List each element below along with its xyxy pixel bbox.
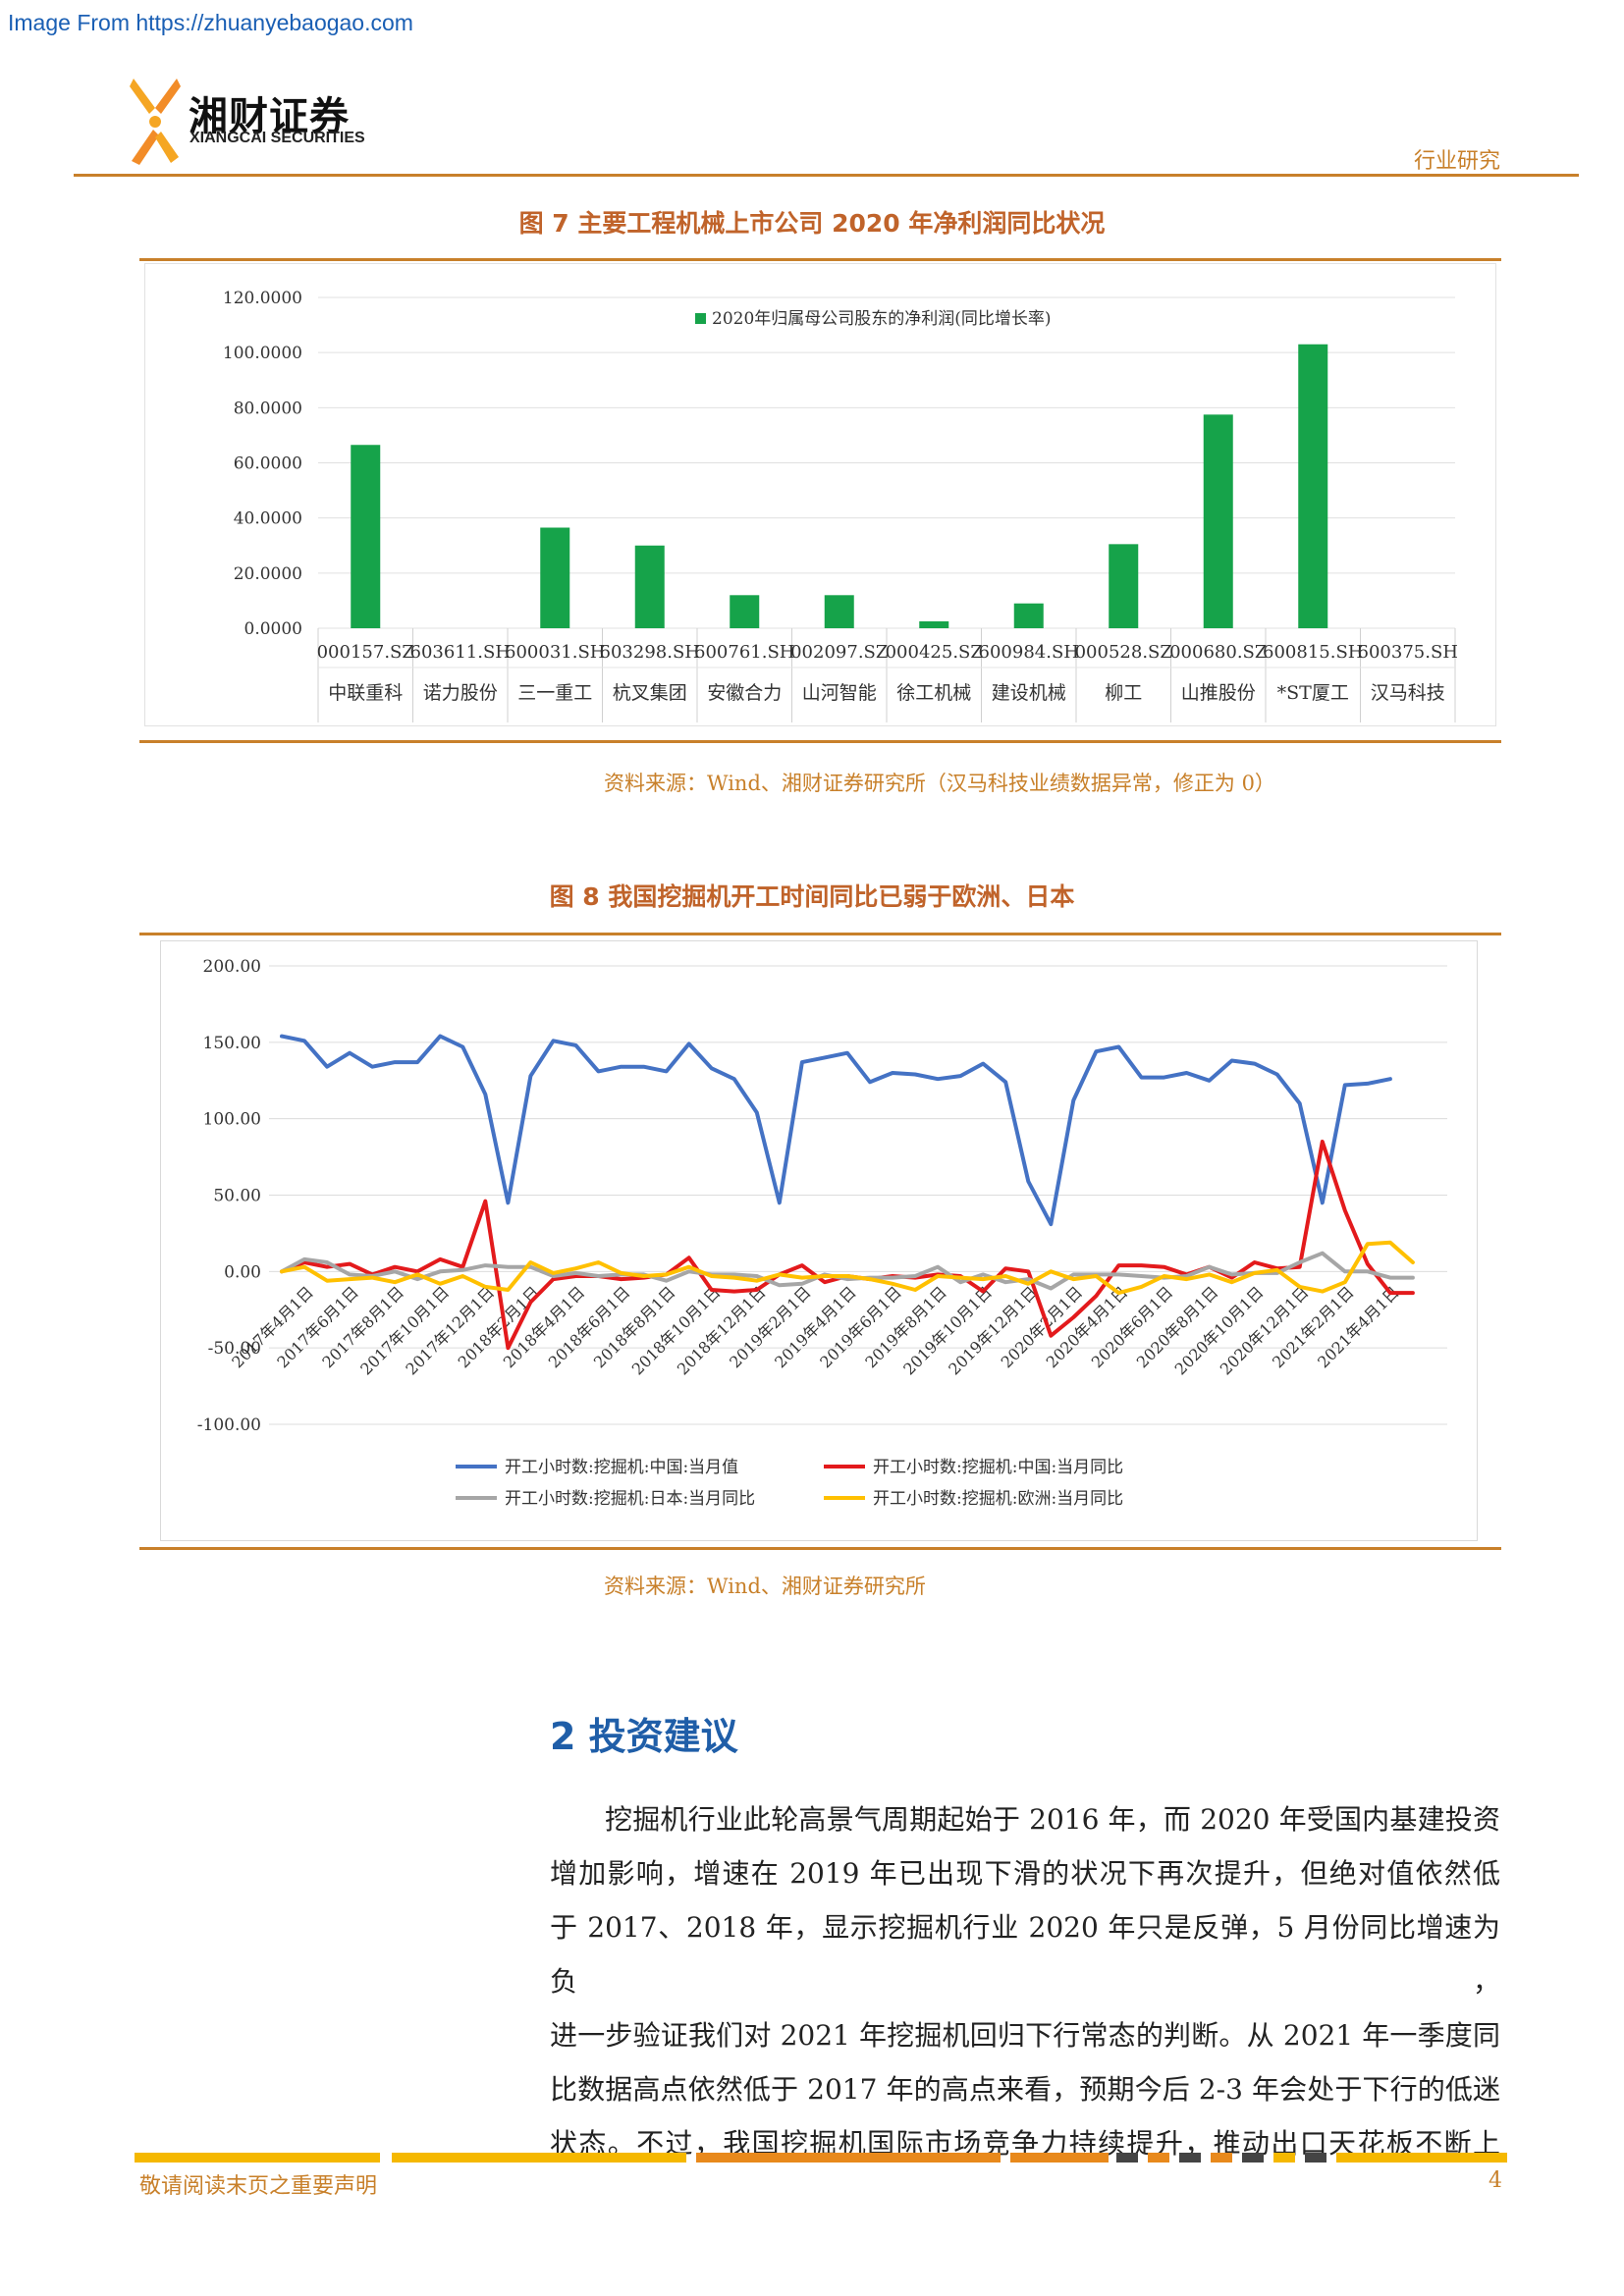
x-code-label: 000157.SZ — [317, 642, 414, 663]
bar — [1013, 603, 1044, 628]
x-category-label: 山河智能 — [802, 682, 877, 704]
x-category-label: 诺力股份 — [423, 682, 498, 704]
bar — [634, 545, 665, 628]
y-tick-label: 60.0000 — [234, 454, 302, 474]
x-code-label: 600031.SH — [505, 642, 605, 663]
series-line — [280, 1240, 1415, 1296]
y-tick-label: 40.0000 — [234, 509, 302, 529]
bar — [824, 595, 854, 628]
x-category-label: 杭叉集团 — [613, 682, 687, 704]
figure7-bar-chart: 0.0000 20.0000 40.0000 60.0000 80.0000 100.00… — [144, 263, 1496, 726]
x-code-label: 603611.SH — [410, 642, 511, 663]
xiangcai-logo-icon — [130, 79, 181, 165]
figure7-bottom-rule — [139, 740, 1501, 743]
x-tick-label: 2021年4月1日 — [1314, 1283, 1403, 1372]
y-tick-label: 120.0000 — [223, 289, 302, 308]
series-line — [280, 1034, 1392, 1227]
bar — [919, 620, 949, 628]
body-line: 比数据高点依然低于 2017 年的高点来看，预期今后 2-3 年会处于下行的低迷 — [550, 2073, 1500, 2106]
body-line: 进一步验证我们对 2021 年挖掘机回归下行常态的判断。从 2021 年一季度同 — [550, 2019, 1500, 2052]
x-category-label: 中联重科 — [328, 682, 403, 704]
figure7-source: 资料来源：Wind、湘财证券研究所（汉马科技业绩数据异常，修正为 0） — [604, 772, 1275, 795]
x-category-label: 徐工机械 — [896, 682, 971, 704]
y-tick-label: 150.00 — [203, 1034, 261, 1053]
chart-frame — [144, 263, 1496, 726]
source-url[interactable]: Image From https://zhuanyebaogao.com — [8, 10, 413, 35]
body-line: 于 2017、2018 年，显示挖掘机行业 2020 年只是反弹，5 月份同比增… — [550, 1911, 1500, 1998]
figure7-title: 图 7 主要工程机械上市公司 2020 年净利润同比状况 — [518, 209, 1106, 238]
x-code-label: 600984.SH — [979, 642, 1079, 663]
x-category-label: 汉马科技 — [1371, 682, 1445, 704]
series-line — [280, 1251, 1415, 1291]
legend-label: 开工小时数:挖掘机:欧洲:当月同比 — [873, 1489, 1123, 1509]
body-line: 增加影响，增速在 2019 年已出现下滑的状况下再次提升，但绝对值依然低 — [550, 1857, 1500, 1890]
figure7-top-rule — [139, 258, 1501, 261]
page-number: 4 — [1489, 2168, 1502, 2193]
x-category-label: 三一重工 — [517, 682, 592, 704]
x-code-label: 000528.SZ — [1075, 642, 1172, 663]
bar — [730, 595, 760, 628]
figure8-bottom-rule — [139, 1547, 1501, 1550]
figure8-title: 图 8 我国挖掘机开工时间同比已弱于欧洲、日本 — [549, 882, 1075, 911]
x-code-label: 600815.SH — [1263, 642, 1363, 663]
footer-notice: 敬请阅读末页之重要声明 — [139, 2174, 378, 2199]
x-code-label: 000425.SZ — [886, 642, 983, 663]
legend-label: 开工小时数:挖掘机:中国:当月同比 — [873, 1458, 1123, 1477]
figure8-top-rule — [139, 933, 1501, 935]
x-category-label: 山推股份 — [1181, 682, 1256, 704]
bar — [1109, 544, 1139, 628]
y-tick-label: 100.00 — [203, 1110, 261, 1130]
x-code-label: 002097.SZ — [790, 642, 888, 663]
figure8-source: 资料来源：Wind、湘财证券研究所 — [604, 1575, 926, 1598]
bar — [351, 445, 381, 628]
figure8-line-chart: -100.00 -50.00 0.00 50.00 100.00 150.00 200.00… — [160, 940, 1478, 1541]
body-text: 挖掘机行业此轮高景气周期起始于 2016 年，而 2020 年受国内基建投资 增… — [550, 1792, 1500, 2170]
legend-label: 开工小时数:挖掘机:中国:当月值 — [505, 1458, 738, 1477]
y-tick-label: 0.00 — [224, 1262, 261, 1282]
y-tick-label: 0.0000 — [244, 619, 302, 639]
legend-swatch — [695, 313, 706, 324]
brand-name-en: XIANGCAI SECURITIES — [189, 130, 365, 146]
y-tick-label: 80.0000 — [234, 399, 302, 418]
legend-label: 开工小时数:挖掘机:日本:当月同比 — [505, 1489, 755, 1509]
x-category-label: *ST厦工 — [1277, 682, 1349, 704]
bar — [1298, 344, 1328, 628]
y-tick-label: 100.0000 — [223, 344, 302, 363]
bar — [1203, 414, 1233, 628]
x-code-label: 600761.SH — [694, 642, 794, 663]
y-tick-label: 20.0000 — [234, 564, 302, 584]
bar — [540, 527, 570, 628]
section-heading: 2 投资建议 — [550, 1715, 738, 1758]
footer-stripes — [135, 2153, 1507, 2163]
x-category-label: 建设机械 — [992, 682, 1066, 704]
body-line: 挖掘机行业此轮高景气周期起始于 2016 年，而 2020 年受国内基建投资 — [605, 1803, 1500, 1836]
x-code-label: 000680.SZ — [1169, 642, 1267, 663]
legend-label: 2020年归属母公司股东的净利润(同比增长率) — [712, 309, 1052, 329]
y-tick-label: -100.00 — [197, 1415, 261, 1435]
x-category-label: 柳工 — [1105, 682, 1142, 704]
brand-name-cn: 湘财证券 — [189, 94, 350, 139]
y-tick-label: 200.00 — [203, 957, 261, 977]
y-tick-label: 50.00 — [213, 1187, 261, 1206]
x-category-label: 安徽合力 — [707, 682, 782, 704]
y-tick-label: -50.00 — [208, 1339, 261, 1359]
header-rule — [74, 174, 1579, 177]
x-code-label: 600375.SH — [1358, 642, 1458, 663]
header-tag: 行业研究 — [1413, 149, 1500, 174]
x-code-label: 603298.SH — [600, 642, 700, 663]
